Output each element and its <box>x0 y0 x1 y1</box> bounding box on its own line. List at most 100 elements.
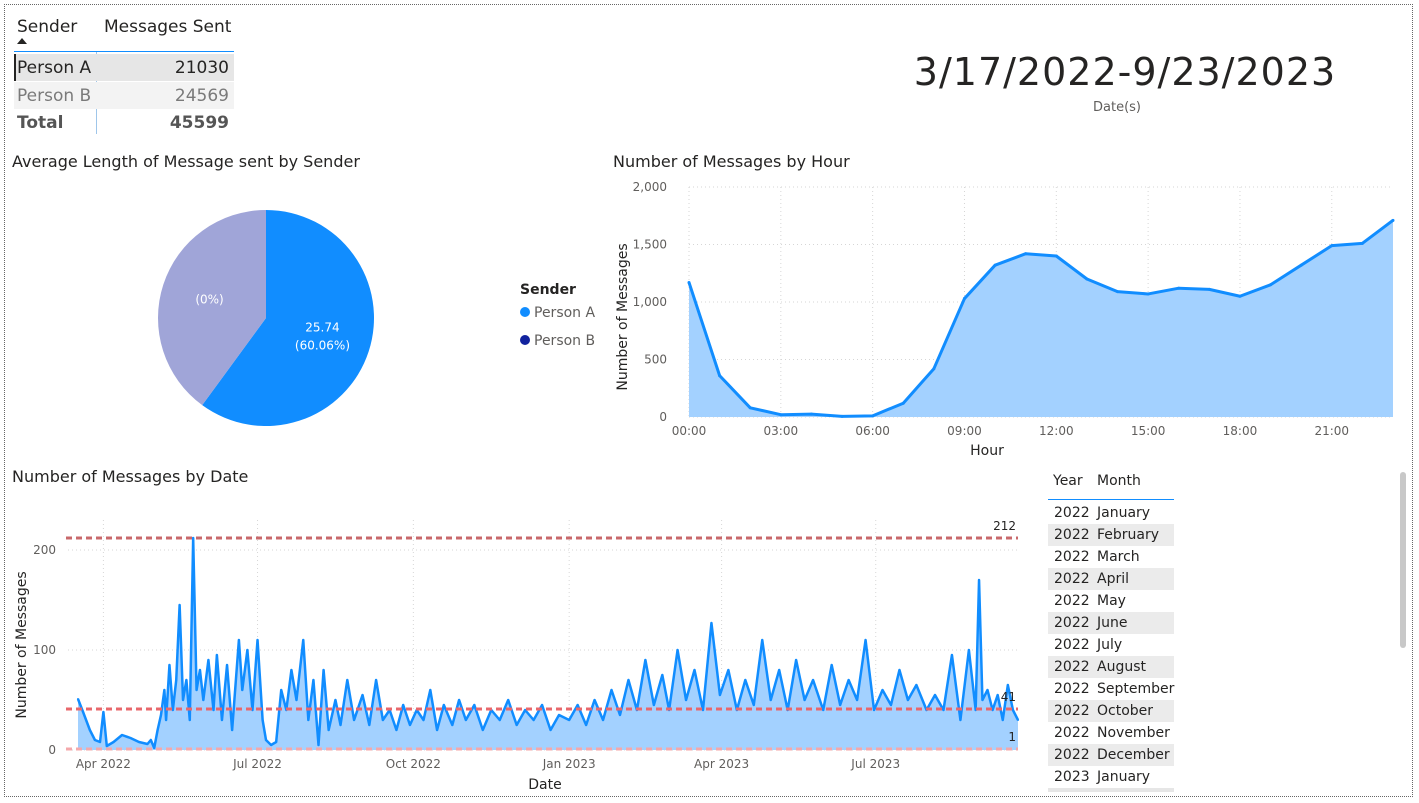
date-data-point[interactable] <box>137 741 140 743</box>
slicer-item[interactable]: 2023 January <box>1048 766 1174 788</box>
date-data-point[interactable] <box>93 739 96 741</box>
date-data-point[interactable] <box>627 679 630 681</box>
date-data-point[interactable] <box>270 744 273 746</box>
date-data-point[interactable] <box>839 704 842 706</box>
slicer-item[interactable]: 2022 February <box>1048 524 1174 546</box>
date-data-point[interactable] <box>693 669 696 671</box>
date-data-point[interactable] <box>1017 719 1019 721</box>
date-data-point[interactable] <box>153 747 156 749</box>
date-data-point[interactable] <box>168 664 171 666</box>
date-data-point[interactable] <box>88 729 91 731</box>
date-data-point[interactable] <box>192 537 195 539</box>
date-data-point[interactable] <box>942 709 945 711</box>
sort-ascending-icon[interactable] <box>17 38 27 44</box>
slicer-item[interactable]: 2022 December <box>1048 744 1174 766</box>
pie-slice-person-b[interactable] <box>157 210 266 406</box>
date-data-point[interactable] <box>889 704 892 706</box>
date-data-point[interactable] <box>77 698 79 700</box>
date-data-point[interactable] <box>188 719 191 721</box>
table-header-messages-sent[interactable]: Messages Sent <box>104 17 232 37</box>
date-data-point[interactable] <box>644 659 647 661</box>
date-data-point[interactable] <box>237 639 240 641</box>
date-data-point[interactable] <box>422 719 425 721</box>
hour-data-point[interactable] <box>1054 254 1058 258</box>
date-data-point[interactable] <box>458 699 461 701</box>
date-data-point[interactable] <box>212 709 215 711</box>
date-data-point[interactable] <box>1001 719 1004 721</box>
date-data-point[interactable] <box>1011 709 1014 711</box>
date-data-point[interactable] <box>436 729 439 731</box>
date-data-point[interactable] <box>585 724 588 726</box>
date-data-point[interactable] <box>812 679 815 681</box>
hour-data-point[interactable] <box>1269 283 1273 287</box>
date-data-point[interactable] <box>256 639 259 641</box>
date-data-point[interactable] <box>934 694 937 696</box>
date-data-point[interactable] <box>568 719 571 721</box>
date-data-point[interactable] <box>761 639 764 641</box>
date-data-point[interactable] <box>661 674 664 676</box>
date-data-point[interactable] <box>346 679 349 681</box>
slicer-item[interactable]: 2022 October <box>1048 700 1174 722</box>
slicer-item[interactable]: 2022 August <box>1048 656 1174 678</box>
date-data-point[interactable] <box>429 689 432 691</box>
date-data-point[interactable] <box>532 719 535 721</box>
date-data-point[interactable] <box>464 719 467 721</box>
date-data-point[interactable] <box>881 689 884 691</box>
date-data-point[interactable] <box>610 689 613 691</box>
hour-data-point[interactable] <box>962 297 966 301</box>
date-data-point[interactable] <box>873 709 876 711</box>
date-data-point[interactable] <box>198 669 201 671</box>
slicer-item[interactable]: 2022 June <box>1048 612 1174 634</box>
date-data-point[interactable] <box>202 699 205 701</box>
hour-data-point[interactable] <box>718 374 722 378</box>
date-data-point[interactable] <box>507 699 510 701</box>
legend-item-person-b[interactable]: Person B <box>520 333 595 349</box>
date-data-point[interactable] <box>498 719 501 721</box>
date-data-point[interactable] <box>275 741 278 743</box>
date-data-point[interactable] <box>549 729 552 731</box>
date-data-point[interactable] <box>171 709 174 711</box>
date-data-point[interactable] <box>803 699 806 701</box>
date-data-point[interactable] <box>280 689 283 691</box>
date-data-point[interactable] <box>898 669 901 671</box>
date-data-point[interactable] <box>165 719 168 721</box>
date-data-point[interactable] <box>322 669 325 671</box>
date-data-point[interactable] <box>830 664 833 666</box>
date-data-point[interactable] <box>82 711 85 713</box>
hour-data-point[interactable] <box>1207 287 1211 291</box>
date-data-point[interactable] <box>676 649 679 651</box>
slicer-item[interactable]: 2022 May <box>1048 590 1174 612</box>
table-header-sender[interactable]: Sender <box>17 17 78 37</box>
date-data-point[interactable] <box>744 679 747 681</box>
date-data-point[interactable] <box>558 714 561 716</box>
date-data-point[interactable] <box>353 719 356 721</box>
date-data-point[interactable] <box>312 679 315 681</box>
date-data-point[interactable] <box>339 724 342 726</box>
date-data-point[interactable] <box>334 699 337 701</box>
date-data-point[interactable] <box>175 679 178 681</box>
date-data-point[interactable] <box>701 709 704 711</box>
date-data-point[interactable] <box>129 737 132 739</box>
date-data-point[interactable] <box>307 719 310 721</box>
date-data-point[interactable] <box>822 709 825 711</box>
date-data-point[interactable] <box>361 694 364 696</box>
slicer-scrollbar[interactable] <box>1400 472 1406 648</box>
date-data-point[interactable] <box>906 699 909 701</box>
date-data-point[interactable] <box>149 739 152 741</box>
slicer-item[interactable]: 2022 March <box>1048 546 1174 568</box>
date-data-point[interactable] <box>967 649 970 651</box>
hour-data-point[interactable] <box>901 401 905 405</box>
date-data-point[interactable] <box>195 689 198 691</box>
date-data-point[interactable] <box>718 694 721 696</box>
date-data-point[interactable] <box>261 719 264 721</box>
date-data-point[interactable] <box>1006 684 1009 686</box>
date-data-point[interactable] <box>727 669 730 671</box>
hour-area-chart[interactable]: 0 500 1,000 1,500 2,000 00:00 03:00 06:00 09:00 1… <box>600 170 1410 465</box>
date-data-point[interactable] <box>864 639 867 641</box>
date-data-point[interactable] <box>112 741 115 743</box>
hour-data-point[interactable] <box>1085 277 1089 281</box>
date-data-point[interactable] <box>207 659 210 661</box>
date-data-point[interactable] <box>241 689 244 691</box>
hour-data-point[interactable] <box>1177 286 1181 290</box>
date-data-point[interactable] <box>178 604 181 606</box>
